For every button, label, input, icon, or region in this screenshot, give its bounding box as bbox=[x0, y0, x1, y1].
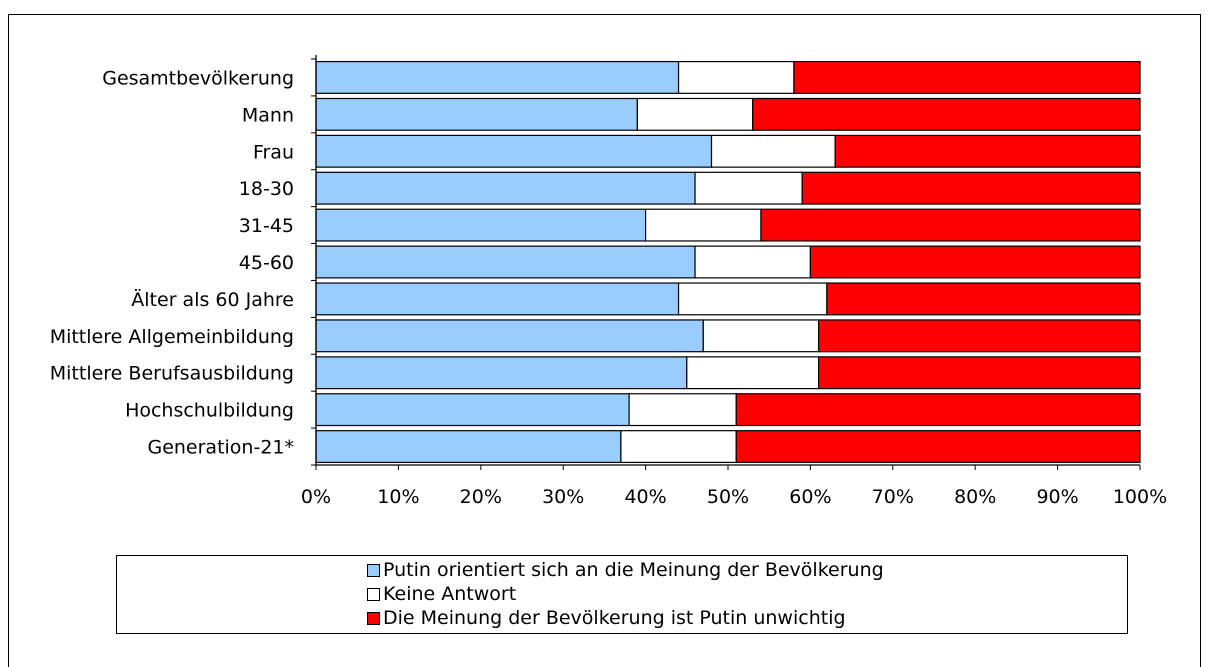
bar-3-6 bbox=[809, 245, 1141, 279]
bar-3-5 bbox=[760, 208, 1141, 242]
x-tick-label: 40% bbox=[624, 486, 666, 508]
category-label: Hochschulbildung bbox=[125, 400, 294, 422]
category-label: Mann bbox=[242, 104, 294, 126]
x-tick-label: 80% bbox=[954, 486, 996, 508]
bar-1-6 bbox=[315, 245, 696, 279]
bar-3-8 bbox=[818, 319, 1141, 353]
bar-2-10 bbox=[628, 393, 737, 427]
x-tick-label: 30% bbox=[542, 486, 584, 508]
bar-2-11 bbox=[620, 430, 737, 464]
category-label: 31-45 bbox=[239, 215, 294, 237]
bar-1-8 bbox=[315, 319, 704, 353]
legend-label-series-3: Die Meinung der Bevölkerung ist Putin un… bbox=[383, 607, 846, 629]
category-label: Älter als 60 Jahre bbox=[131, 288, 294, 311]
bar-3-9 bbox=[818, 356, 1141, 390]
x-tick-label: 100% bbox=[1113, 486, 1167, 508]
legend-item-series-1: Putin orientiert sich an die Meinung der… bbox=[367, 558, 884, 582]
category-label: Mittlere Allgemeinbildung bbox=[50, 326, 294, 348]
bar-3-10 bbox=[735, 393, 1141, 427]
bar-1-5 bbox=[315, 208, 647, 242]
bar-2-3 bbox=[710, 134, 836, 168]
legend-swatch-series-1 bbox=[367, 563, 380, 577]
bar-2-5 bbox=[644, 208, 762, 242]
bar-2-6 bbox=[694, 245, 811, 279]
bar-1-7 bbox=[315, 282, 680, 316]
bar-3-11 bbox=[735, 430, 1141, 464]
chart-legend: Putin orientiert sich an die Meinung der… bbox=[116, 555, 1128, 634]
bar-1-4 bbox=[315, 171, 696, 205]
bar-3-3 bbox=[834, 134, 1141, 168]
x-tick-label: 60% bbox=[789, 486, 831, 508]
category-label: 18-30 bbox=[239, 178, 294, 200]
bar-1-9 bbox=[315, 356, 688, 390]
bar-1-11 bbox=[315, 430, 622, 464]
bar-3-4 bbox=[801, 171, 1141, 205]
category-label: Frau bbox=[253, 141, 294, 163]
legend-item-series-3: Die Meinung der Bevölkerung ist Putin un… bbox=[367, 606, 846, 630]
legend-label-series-2: Keine Antwort bbox=[383, 583, 517, 605]
chart-frame bbox=[8, 14, 1201, 667]
bar-2-2 bbox=[636, 97, 754, 131]
bar-2-9 bbox=[686, 356, 820, 390]
category-label: 45-60 bbox=[239, 252, 294, 274]
x-tick-label: 90% bbox=[1036, 486, 1078, 508]
bar-1-3 bbox=[315, 134, 713, 168]
category-label: Generation-21* bbox=[147, 437, 294, 459]
bar-2-7 bbox=[677, 282, 828, 316]
legend-label-series-1: Putin orientiert sich an die Meinung der… bbox=[383, 559, 884, 581]
bar-2-1 bbox=[677, 60, 795, 94]
x-tick-label: 50% bbox=[707, 486, 749, 508]
bar-2-4 bbox=[694, 171, 803, 205]
legend-swatch-series-2 bbox=[367, 587, 380, 601]
bar-3-2 bbox=[752, 97, 1141, 131]
bar-1-2 bbox=[315, 97, 638, 131]
x-tick-label: 0% bbox=[301, 486, 331, 508]
category-label: Mittlere Berufsausbildung bbox=[50, 363, 294, 385]
category-label: Gesamtbevölkerung bbox=[102, 67, 294, 89]
legend-item-series-2: Keine Antwort bbox=[367, 582, 516, 606]
bar-3-7 bbox=[826, 282, 1141, 316]
legend-swatch-series-3 bbox=[367, 611, 380, 625]
bar-1-1 bbox=[315, 60, 680, 94]
bar-2-8 bbox=[702, 319, 820, 353]
bar-1-10 bbox=[315, 393, 630, 427]
x-tick-label: 70% bbox=[872, 486, 914, 508]
bar-3-1 bbox=[793, 60, 1141, 94]
x-tick-label: 20% bbox=[460, 486, 502, 508]
x-tick-label: 10% bbox=[377, 486, 419, 508]
